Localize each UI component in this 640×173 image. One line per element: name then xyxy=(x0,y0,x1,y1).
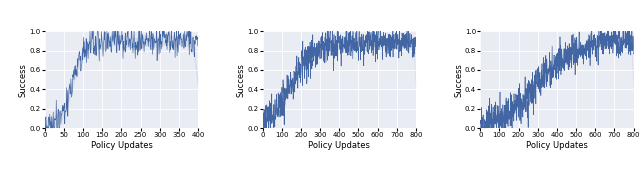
X-axis label: Policy Updates: Policy Updates xyxy=(526,141,588,150)
Y-axis label: Success: Success xyxy=(454,63,463,97)
X-axis label: Policy Updates: Policy Updates xyxy=(90,141,152,150)
Y-axis label: Success: Success xyxy=(19,63,28,97)
Y-axis label: Success: Success xyxy=(237,63,246,97)
X-axis label: Policy Updates: Policy Updates xyxy=(308,141,370,150)
